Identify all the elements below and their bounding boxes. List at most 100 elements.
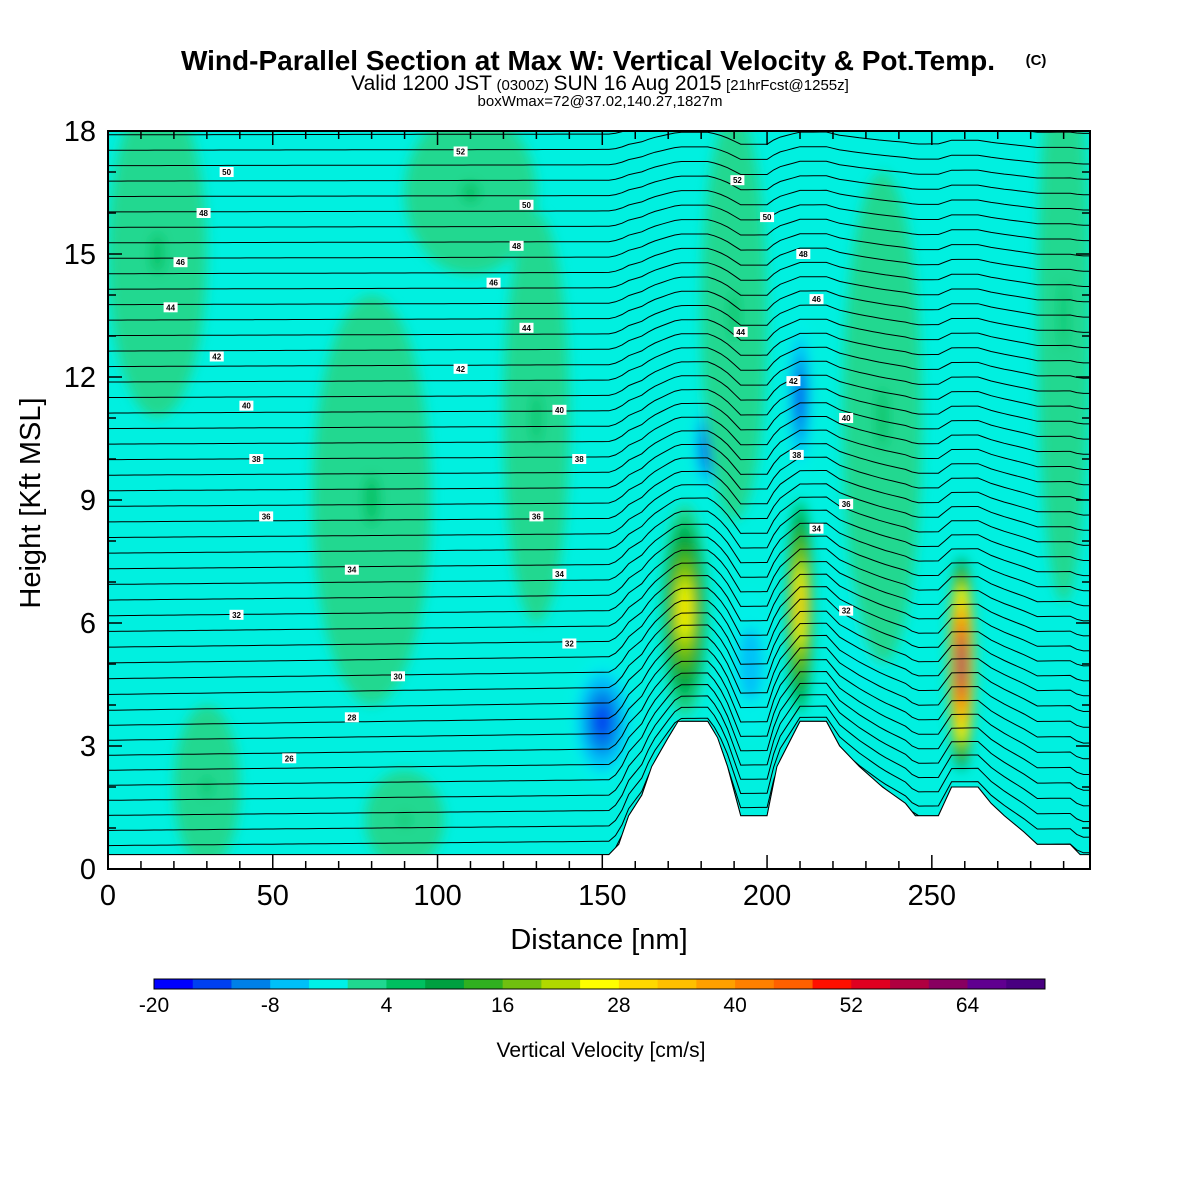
colorbar-tick-label: 52 (840, 994, 863, 1017)
contour-label-box (839, 413, 854, 423)
theta-contour-line (108, 682, 1090, 786)
theta-contour-line (108, 233, 1090, 259)
contour-label: 44 (522, 324, 531, 333)
subtitle-utc: (0300Z) (496, 77, 549, 94)
contour-label: 38 (252, 455, 261, 464)
theta-contour-line (108, 548, 1090, 617)
contour-label: 40 (842, 414, 851, 423)
colorbar-swatch (851, 979, 891, 989)
colorbar-swatch (773, 979, 814, 989)
theta-contour-line (108, 647, 1090, 741)
contour-label: 46 (176, 258, 185, 267)
contour-label: 46 (489, 279, 498, 288)
theta-contour-line (108, 659, 1090, 756)
theta-contour-line (108, 456, 1090, 507)
contour-label-box (730, 175, 745, 186)
chart-subtitle: Valid 1200 JST (0300Z) SUN 16 Aug 2015 [… (351, 72, 849, 95)
contour-label: 28 (347, 713, 356, 722)
theta-contour-line (108, 189, 1090, 213)
contour-label: 50 (763, 213, 772, 222)
y-tick-label: 18 (64, 116, 96, 148)
x-tick-label: 0 (100, 880, 116, 912)
contour-label: 30 (394, 672, 403, 681)
contour-label-box (796, 249, 811, 259)
contour-label: 34 (812, 525, 821, 534)
contour-label-box (239, 400, 254, 411)
contour-label-box (453, 363, 468, 374)
colorbar-frame (153, 978, 1046, 990)
colorbar-tick-label: -8 (261, 994, 280, 1017)
contour-label: 50 (522, 201, 531, 210)
contour-label-box (839, 499, 854, 510)
theta-contour-line (108, 610, 1090, 695)
colorbar-tick-label: -20 (139, 994, 169, 1017)
contour-label-box (173, 257, 188, 268)
colorbar-tick-label: 40 (723, 994, 746, 1017)
contour-label-box (786, 376, 801, 387)
colorbar-swatch (154, 979, 194, 989)
x-tick-label: 50 (257, 880, 289, 912)
contour-label: 42 (789, 377, 798, 386)
contour-label-box (486, 277, 501, 288)
contour-label: 46 (812, 295, 821, 304)
contour-label: 36 (262, 512, 271, 521)
y-tick-label: 9 (80, 485, 96, 517)
theta-contour-line (108, 276, 1090, 306)
theta-contour-line (108, 374, 1090, 414)
colorbar-swatch (967, 979, 1007, 989)
theta-contour-line (108, 622, 1090, 711)
theta-contour-line (108, 388, 1090, 430)
theta-contour-line (108, 416, 1090, 461)
x-tick-label: 150 (578, 880, 626, 912)
theta-contour-line (108, 146, 1090, 167)
colorbar-swatch (347, 979, 387, 989)
theta-contour-line (108, 535, 1090, 601)
theta-contour-line (108, 131, 1090, 151)
contour-label: 44 (736, 328, 745, 337)
contour-label: 32 (842, 607, 851, 616)
chart-subtitle-2: boxWmax=72@37.02,140.27,1827m (478, 93, 723, 110)
colorbar-label: Vertical Velocity [cm/s] (497, 1039, 706, 1062)
theta-contour-line (108, 318, 1090, 352)
contour-label-box (229, 609, 244, 620)
y-tick-label: 12 (64, 362, 96, 394)
contour-label-box (839, 605, 854, 616)
contour-label-box (552, 568, 567, 579)
contour-label-box (519, 199, 534, 210)
contour-label-box (163, 302, 178, 313)
theta-contour-line (108, 204, 1090, 228)
plot-area: 52 50 48 46 44 42 40 38 36 34 32 30 28 26 50 48 46 44 42 40… (108, 131, 1090, 869)
w-cell-0 (681, 597, 688, 625)
contour-label-box (219, 167, 234, 177)
contour-label: 52 (733, 176, 742, 185)
theta-contour-line (108, 509, 1090, 570)
theta-contour-line (108, 720, 1090, 847)
y-tick-label: 3 (80, 731, 96, 763)
colorbar-swatch (192, 979, 232, 989)
colorbar-swatch (502, 979, 542, 989)
colorbar-swatch (541, 979, 581, 989)
colorbar-ticks: -20 -8 4 16 28 40 52 64 (139, 994, 980, 1017)
theta-contour-line (108, 175, 1090, 197)
contour-label-box (344, 712, 359, 723)
colorbar-swatch (308, 979, 349, 989)
contour-label: 50 (222, 168, 231, 177)
colorbar-swatch (928, 979, 969, 989)
contour-label: 26 (285, 754, 294, 763)
colorbar-swatch (425, 979, 465, 989)
theta-contour-line (108, 332, 1090, 368)
x-axis: 0 50 100 150 200 250 (100, 131, 1065, 912)
theta-contour-line (108, 346, 1090, 383)
contour-label: 32 (565, 640, 574, 649)
x-axis-label: Distance [nm] (510, 924, 687, 956)
y-axis-label: Height [Kft MSL] (15, 397, 47, 608)
colorbar-swatch (812, 979, 852, 989)
colorbar-swatch (890, 979, 930, 989)
colorbar-tick-label: 16 (491, 994, 514, 1017)
contour-label-box (282, 753, 297, 764)
colorbar-tick-label: 64 (956, 994, 980, 1017)
contour-label-box (259, 511, 274, 522)
w-cell-16 (399, 813, 410, 826)
y-tick-label: 0 (80, 854, 96, 886)
colorbar-swatch (657, 979, 697, 989)
